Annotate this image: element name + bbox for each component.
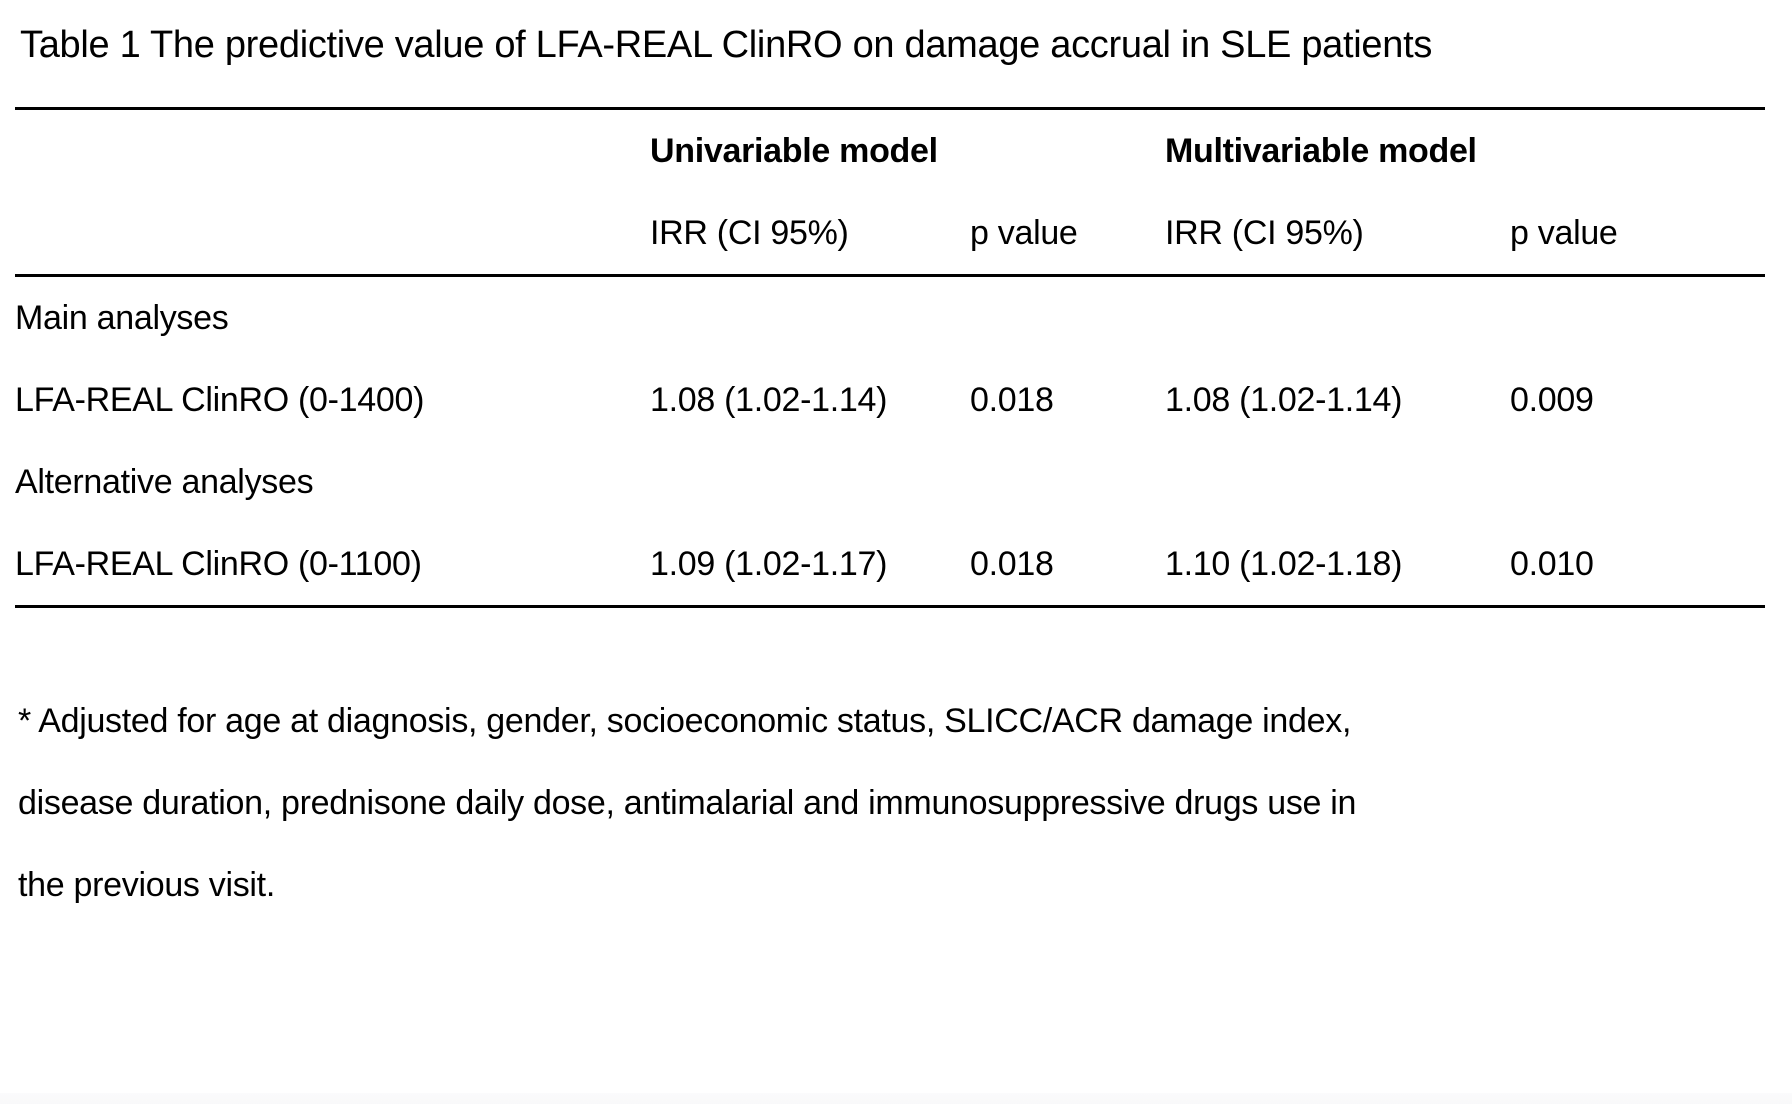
table-title: Table 1 The predictive value of LFA-REAL… [20,24,1433,66]
cell-uni-irr: 1.08 (1.02-1.14) [650,381,888,419]
document-page: Table 1 The predictive value of LFA-REAL… [0,16,1792,1104]
table-row: LFA-REAL ClinRO (0-1100) 1.09 (1.02-1.17… [15,523,1765,607]
row-label-clinro-0-1400: LFA-REAL ClinRO (0-1400) [15,381,425,419]
cell-multi-p: 0.010 [1510,545,1594,583]
group-header-row: Univariable model Multivariable model [15,109,1765,193]
footnote-line: * Adjusted for age at diagnosis, gender,… [18,702,1352,740]
subheader-multi-irr: IRR (CI 95%) [1165,192,1510,277]
section-label-main-analyses: Main analyses [15,299,229,337]
section-row: Main analyses [15,276,1765,360]
group-header-multivariable: Multivariable model [1165,132,1477,170]
cell-uni-irr: 1.09 (1.02-1.17) [650,545,888,583]
section-row: Alternative analyses [15,441,1765,523]
subheader-row: IRR (CI 95%) p value IRR (CI 95%) p valu… [15,192,1765,277]
cell-multi-irr: 1.10 (1.02-1.18) [1165,545,1403,583]
table-footnote: * Adjusted for age at diagnosis, gender,… [18,680,1792,926]
section-label-alternative-analyses: Alternative analyses [15,463,314,501]
group-header-univariable: Univariable model [650,132,938,170]
footnote-line: disease duration, prednisone daily dose,… [18,784,1357,822]
subheader-uni-p: p value [970,192,1165,277]
footnote-line: the previous visit. [18,866,275,904]
subheader-multi-p: p value [1510,192,1765,277]
row-label-clinro-0-1100: LFA-REAL ClinRO (0-1100) [15,545,422,583]
cell-multi-irr: 1.08 (1.02-1.14) [1165,381,1403,419]
cell-uni-p: 0.018 [970,545,1054,583]
cell-multi-p: 0.009 [1510,381,1594,419]
results-table: Univariable model Multivariable model IR… [15,107,1765,608]
corner-cell [15,109,650,193]
cell-uni-p: 0.018 [970,381,1054,419]
table-row: LFA-REAL ClinRO (0-1400) 1.08 (1.02-1.14… [15,359,1765,441]
page-edge-strip [0,1093,1792,1104]
corner-cell [15,192,650,277]
subheader-uni-irr: IRR (CI 95%) [650,192,970,277]
